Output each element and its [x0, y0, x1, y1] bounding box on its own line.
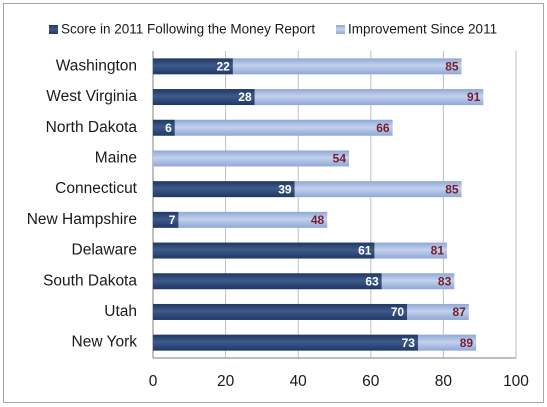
data-label-score-2011: 7 [169, 213, 176, 227]
data-label-total: 81 [431, 244, 445, 258]
legend-label-improvement: Improvement Since 2011 [348, 22, 497, 37]
bar-score-2011 [153, 181, 295, 198]
category-label: New York [72, 334, 138, 351]
bar-score-2011 [153, 119, 175, 136]
category-label: Maine [95, 150, 137, 167]
bar-score-2011 [153, 273, 382, 290]
data-label-total: 83 [438, 274, 452, 288]
bar-score-2011 [153, 211, 179, 228]
x-tick-label: 20 [217, 373, 235, 390]
x-tick-label: 40 [290, 373, 308, 390]
bar-score-2011 [153, 58, 233, 75]
x-tick-label: 80 [435, 373, 453, 390]
category-label: North Dakota [46, 119, 138, 136]
bar-improvement [294, 181, 462, 198]
data-label-total: 54 [333, 152, 347, 166]
legend-swatch-improvement [336, 25, 345, 34]
data-label-score-2011: 6 [165, 121, 172, 135]
data-label-total: 85 [445, 182, 459, 196]
bar-score-2011 [153, 334, 418, 351]
data-label-total: 87 [452, 305, 466, 319]
data-label-total: 85 [445, 60, 459, 74]
legend: Score in 2011 Following the Money Report… [49, 22, 497, 37]
category-label: Utah [104, 303, 137, 320]
data-label-total: 48 [311, 213, 325, 227]
data-label-score-2011: 22 [217, 60, 231, 74]
data-label-score-2011: 73 [402, 336, 416, 350]
x-tick-label: 0 [149, 373, 158, 390]
data-label-score-2011: 70 [391, 305, 405, 319]
data-label-total: 91 [467, 90, 481, 104]
data-label-total: 66 [376, 121, 390, 135]
bar-improvement [407, 303, 469, 320]
category-label: Washington [56, 57, 137, 74]
bar-improvement [153, 150, 350, 167]
data-label-score-2011: 61 [358, 244, 372, 258]
bar-improvement [381, 273, 455, 290]
x-axis-ticks: 0 20 40 60 80 100 [149, 373, 530, 390]
data-label-score-2011: 28 [238, 90, 252, 104]
legend-swatch-score-2011 [49, 25, 58, 34]
data-label-total: 89 [460, 336, 474, 350]
bar-score-2011 [153, 89, 255, 106]
x-tick-label: 60 [362, 373, 380, 390]
bar-improvement [174, 119, 393, 136]
data-label-score-2011: 63 [365, 274, 379, 288]
category-label: New Hampshire [27, 211, 137, 228]
data-label-score-2011: 39 [278, 182, 292, 196]
category-label: South Dakota [43, 272, 137, 289]
bar-score-2011 [153, 303, 408, 320]
category-label: West Virginia [46, 88, 137, 105]
bar-improvement [232, 58, 462, 75]
bar-improvement [374, 242, 448, 259]
bar-improvement [417, 334, 477, 351]
bar-improvement [178, 211, 328, 228]
category-labels: Washington West Virginia North Dakota Maine… [27, 57, 138, 350]
category-label: Connecticut [55, 180, 138, 197]
x-tick-label: 100 [503, 373, 529, 390]
bar-score-2011 [153, 242, 375, 259]
bar-improvement [254, 89, 484, 106]
legend-label-score-2011: Score in 2011 Following the Money Report [61, 22, 315, 37]
category-label: Delaware [72, 242, 137, 259]
